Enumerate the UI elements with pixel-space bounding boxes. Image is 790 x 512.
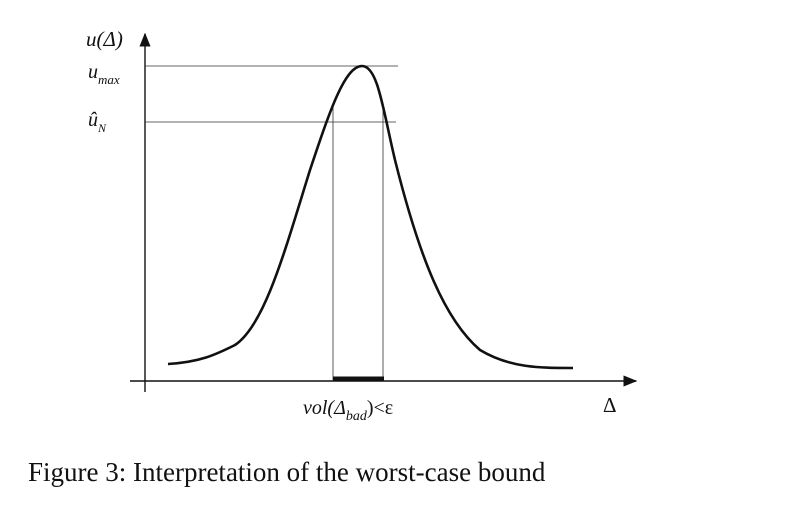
interval-label: vol(Δbad)<ε [303, 397, 393, 424]
u-max-label: umax [88, 61, 120, 87]
interval-prefix: vol(Δ [303, 397, 346, 419]
u-hat-base: û [88, 109, 98, 131]
y-axis-label: u(Δ) [86, 27, 123, 51]
x-axis-label: Δ [603, 393, 617, 417]
u-max-base: u [88, 61, 98, 83]
u-max-sub: max [98, 72, 120, 87]
caption: Figure 3: Interpretation of the worst-ca… [28, 457, 546, 487]
interval-suffix: )<ε [367, 397, 393, 419]
u-hat-sub: N [97, 121, 107, 135]
curve [167, 64, 574, 370]
u-hat-label: ûN [88, 109, 107, 135]
interval-sub: bad [346, 409, 368, 424]
